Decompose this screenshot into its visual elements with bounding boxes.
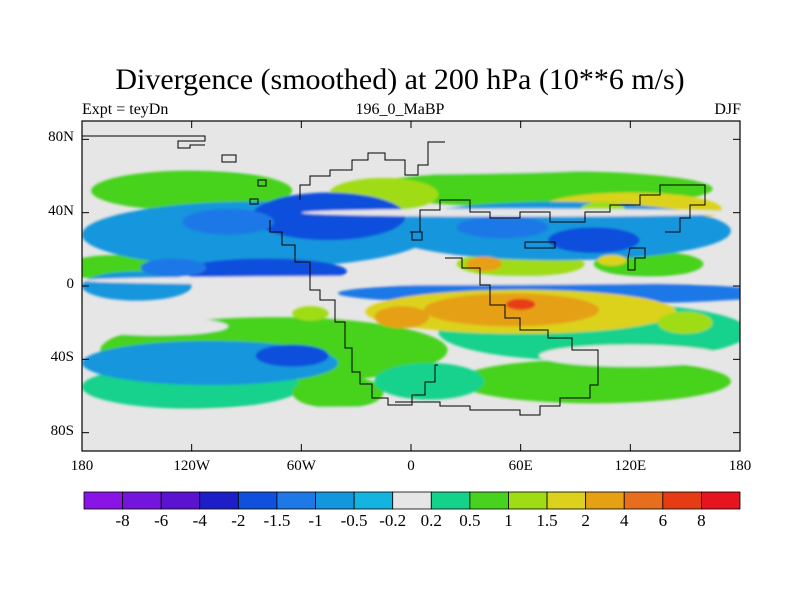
coastline-10 bbox=[411, 231, 423, 241]
x-tick-label: 180 bbox=[728, 458, 752, 474]
field-d7 bbox=[182, 209, 274, 235]
colorbar-swatch bbox=[237, 491, 278, 510]
field-p4 bbox=[506, 298, 536, 310]
y-tick-label: 0 bbox=[66, 276, 75, 292]
field-p7 bbox=[292, 306, 329, 321]
field-p8 bbox=[657, 311, 713, 334]
colorbar-swatch bbox=[353, 491, 394, 510]
colorbar-swatch bbox=[623, 491, 664, 510]
colorbar-swatch bbox=[199, 491, 239, 510]
x-tick-label: 120E bbox=[614, 458, 647, 474]
y-tick-label: 40S bbox=[50, 349, 74, 366]
colorbar-swatch bbox=[701, 491, 741, 510]
field-d11 bbox=[456, 216, 549, 239]
field-b3 bbox=[456, 359, 731, 404]
season-subtitle: DJF bbox=[714, 101, 741, 118]
colorbar-swatch bbox=[122, 491, 162, 510]
colorbar-label: -0.5 bbox=[340, 511, 368, 530]
x-tick-label: 0 bbox=[407, 458, 415, 474]
colorbar-label: -4 bbox=[192, 511, 207, 530]
coastline-9 bbox=[249, 198, 259, 205]
colorbar-swatch bbox=[160, 491, 201, 510]
colorbar-swatch bbox=[430, 491, 471, 510]
colorbar-swatch bbox=[508, 491, 548, 510]
field-p2 bbox=[423, 293, 600, 327]
colorbar-label: 2 bbox=[581, 511, 590, 530]
field-b12 bbox=[292, 375, 384, 409]
colorbar-label: 6 bbox=[658, 511, 668, 530]
x-tick-label: 120W bbox=[173, 458, 210, 474]
neutral-band-3 bbox=[82, 275, 740, 286]
colorbar-label: 1 bbox=[504, 511, 513, 530]
coastline-2 bbox=[269, 220, 438, 406]
colorbar-swatch bbox=[392, 491, 432, 510]
field-p5 bbox=[465, 256, 503, 272]
field-b5 bbox=[91, 170, 293, 211]
colorbar-swatch bbox=[662, 491, 702, 510]
neutral-band-0 bbox=[82, 122, 740, 175]
colorbar-swatch bbox=[315, 491, 355, 510]
coastline-0 bbox=[82, 135, 206, 149]
x-tick-label: 180 bbox=[70, 458, 94, 474]
run-subtitle: 196_0_MaBP bbox=[355, 101, 445, 118]
field-d12 bbox=[140, 258, 207, 277]
colorbar-label: 0.2 bbox=[420, 511, 442, 530]
colorbar-label: 8 bbox=[697, 511, 706, 530]
x-tick-label: 60W bbox=[286, 458, 316, 474]
colorbar-swatch bbox=[83, 491, 123, 510]
neutral-band-6 bbox=[538, 344, 722, 367]
x-tick-label: 60E bbox=[508, 458, 533, 474]
colorbar-label: 4 bbox=[619, 511, 629, 530]
colorbar-label: -2 bbox=[231, 511, 246, 530]
colorbar-label: -0.2 bbox=[379, 511, 407, 530]
field-p6 bbox=[597, 254, 627, 266]
colorbar-swatch bbox=[276, 491, 316, 510]
y-tick-label: 80N bbox=[48, 129, 74, 146]
chart-title: Divergence (smoothed) at 200 hPa (10**6 … bbox=[115, 63, 685, 96]
y-tick-label: 80S bbox=[50, 422, 74, 439]
neutral-band-2 bbox=[484, 416, 740, 442]
neutral-band-4 bbox=[301, 208, 740, 217]
coastline-6 bbox=[627, 247, 646, 271]
y-tick-label: 40N bbox=[48, 202, 74, 219]
field-d10 bbox=[255, 344, 329, 367]
neutral-band-5 bbox=[82, 317, 229, 336]
colorbar-label: -8 bbox=[115, 511, 130, 530]
field-d6 bbox=[251, 192, 406, 241]
coastline-8 bbox=[257, 179, 267, 187]
coastline-5 bbox=[395, 257, 599, 416]
field-d9 bbox=[548, 227, 640, 254]
colorbar-label: -1.5 bbox=[263, 511, 291, 530]
colorbar-swatch bbox=[469, 491, 509, 510]
colorbar-label: -6 bbox=[154, 511, 169, 530]
colorbar-label: 0.5 bbox=[459, 511, 481, 530]
coastline-4 bbox=[410, 184, 706, 233]
field-b13 bbox=[374, 363, 485, 400]
colorbar-swatch bbox=[585, 491, 625, 510]
colorbar-swatch bbox=[546, 491, 587, 510]
colorbar-label: 1.5 bbox=[536, 511, 558, 530]
coastline-1 bbox=[221, 154, 237, 163]
coastline-3 bbox=[299, 141, 445, 200]
coastline-7 bbox=[524, 241, 556, 249]
colorbar-label: -1 bbox=[308, 511, 323, 530]
experiment-subtitle: Expt = teyDn bbox=[82, 101, 169, 118]
field-p3 bbox=[374, 306, 430, 329]
